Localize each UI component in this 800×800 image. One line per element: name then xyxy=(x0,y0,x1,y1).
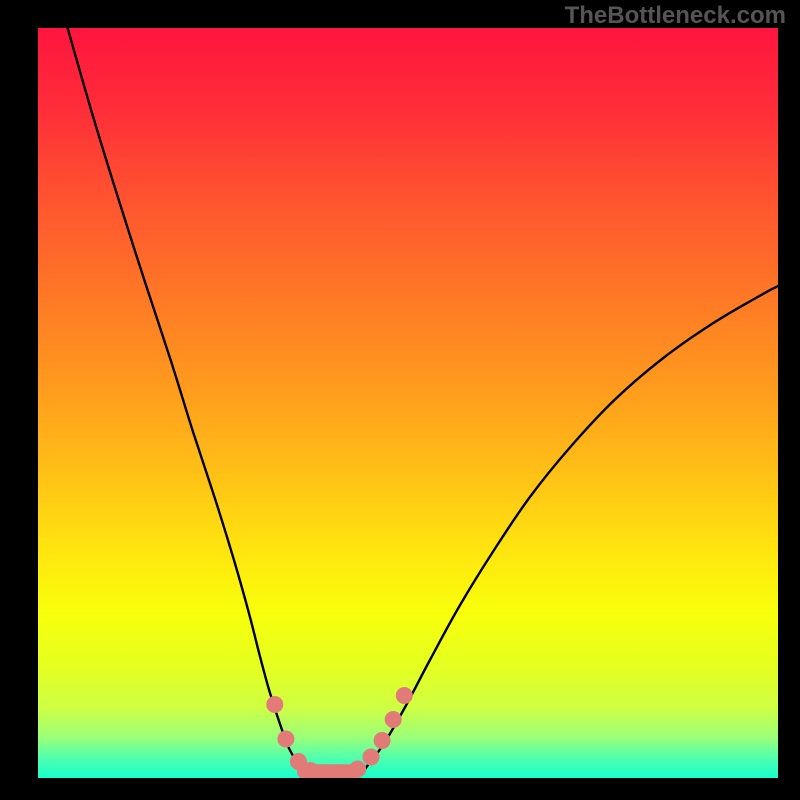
plot-area xyxy=(38,28,778,778)
marker-dot xyxy=(396,688,412,704)
marker-dot xyxy=(333,765,349,778)
marker-dot xyxy=(363,749,379,765)
bottleneck-curve xyxy=(68,28,778,775)
marker-dot xyxy=(385,712,401,728)
marker-dot xyxy=(302,763,318,779)
watermark-text: TheBottleneck.com xyxy=(565,2,786,30)
chart-svg xyxy=(38,28,778,778)
marker-dot xyxy=(278,731,294,747)
marker-dot xyxy=(267,697,283,713)
marker-dot xyxy=(317,765,333,778)
marker-dot xyxy=(350,761,366,777)
marker-dot xyxy=(374,733,390,749)
